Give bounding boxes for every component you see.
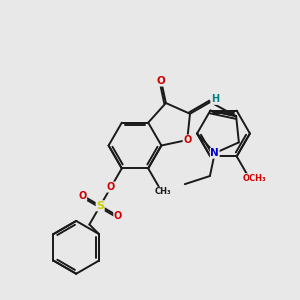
Text: OCH₃: OCH₃ — [242, 174, 266, 183]
Text: O: O — [183, 135, 191, 145]
Text: O: O — [107, 182, 115, 192]
Text: O: O — [157, 76, 166, 86]
Text: O: O — [78, 190, 87, 201]
Text: S: S — [96, 201, 104, 211]
Text: N: N — [210, 148, 219, 158]
Text: H: H — [211, 94, 219, 104]
Text: O: O — [114, 211, 122, 221]
Text: CH₃: CH₃ — [155, 187, 172, 196]
